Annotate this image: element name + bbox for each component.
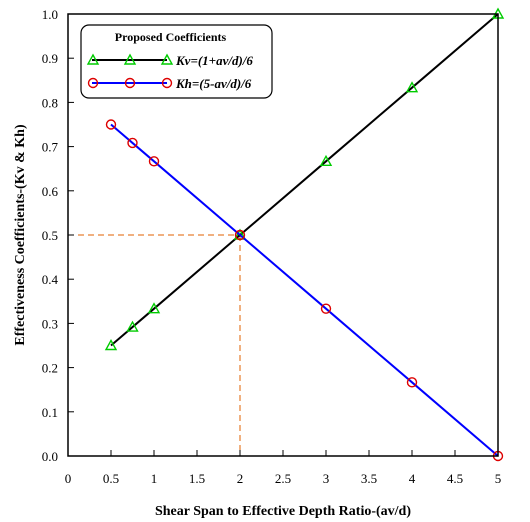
- axis-ticks: 0 0.5 1 1.5 2 2.5 3 3.5 4 4.5 5 0.0 0.1 0.2 0.3 0.4 0.5 0…: [42, 7, 502, 486]
- series-1-point: [126, 320, 139, 332]
- y-tick-label: 1.0: [42, 7, 58, 22]
- series-1-point: [405, 81, 419, 93]
- x-tick-label: 5: [495, 471, 502, 486]
- legend-box: [80, 24, 273, 99]
- y-tick-label: 0.1: [42, 405, 58, 420]
- legend-entry-2: Kh=(5-av/d)/6: [87, 76, 252, 91]
- series-2: [105, 119, 504, 462]
- x-tick-label: 2.5: [275, 471, 291, 486]
- series-1-point: [319, 154, 333, 167]
- legend-swatch-marker: [87, 77, 99, 89]
- y-tick-label: 0.0: [42, 449, 58, 464]
- x-tick-label: 2: [237, 471, 244, 486]
- y-tick-label: 0.4: [42, 272, 59, 287]
- legend-swatch-marker: [160, 53, 174, 65]
- x-tick-label: 3.5: [361, 471, 377, 486]
- y-tick-label: 0.7: [42, 140, 59, 155]
- x-tick-label: 1.5: [189, 471, 205, 486]
- y-axis-title: Effectiveness Coefficients-(Kv & Kh): [13, 124, 28, 346]
- legend-swatch-marker: [161, 77, 173, 89]
- y-tick-label: 0.5: [42, 228, 58, 243]
- legend-title: Proposed Coefficients: [115, 30, 227, 44]
- reference-lines: [68, 234, 241, 456]
- series-2-line: [110, 123, 499, 457]
- series-2-point: [406, 377, 418, 388]
- y-tick-label: 0.9: [42, 51, 58, 66]
- legend-entries: Kv=(1+av/d)/6 Kh=(5-av/d)/6: [86, 53, 253, 91]
- series-1-point: [147, 302, 161, 314]
- legend-label: Kv=(1+av/d)/6: [175, 53, 253, 68]
- y-tick-label: 0.3: [42, 316, 58, 331]
- x-tick-label: 0.5: [103, 471, 119, 486]
- legend-swatch-marker: [86, 53, 100, 65]
- legend-swatch-marker: [123, 53, 137, 65]
- legend: Proposed Coefficients Kv=(1+av/d)/6 Kh=(5…: [80, 24, 273, 99]
- x-tick-label: 1: [151, 471, 158, 486]
- legend-swatch-marker: [124, 77, 136, 89]
- x-tick-label: 3: [323, 471, 330, 486]
- y-tick-label: 0.8: [42, 95, 58, 110]
- series-1-point: [104, 339, 118, 351]
- x-tick-label: 4.5: [447, 471, 463, 486]
- x-tick-label: 0: [65, 471, 72, 486]
- x-axis-title: Shear Span to Effective Depth Ratio-(av/…: [155, 504, 411, 519]
- legend-entry-1: Kv=(1+av/d)/6: [86, 53, 253, 68]
- series-2-point: [234, 229, 246, 241]
- y-tick-label: 0.2: [42, 361, 58, 376]
- x-tick-label: 4: [409, 471, 416, 486]
- legend-label: Kh=(5-av/d)/6: [175, 76, 252, 91]
- y-tick-label: 0.6: [42, 184, 59, 199]
- series-2-point: [127, 137, 138, 149]
- series-2-point: [148, 156, 160, 167]
- series-2-point: [320, 303, 332, 314]
- series-layer: [104, 7, 505, 462]
- series-2-point: [105, 119, 117, 130]
